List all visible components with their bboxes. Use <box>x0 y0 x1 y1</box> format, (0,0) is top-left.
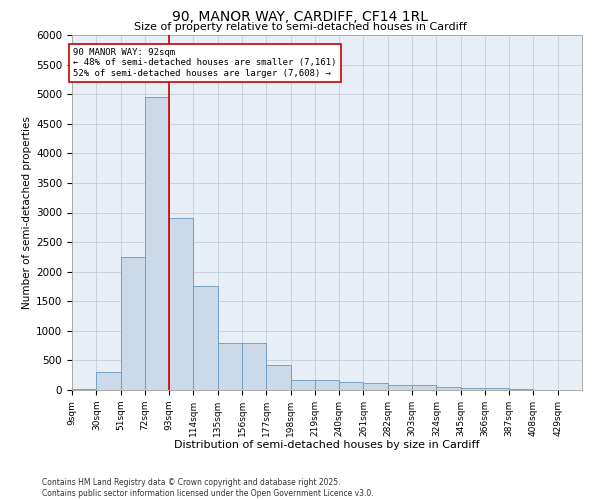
Bar <box>485 388 509 390</box>
Bar <box>218 342 242 390</box>
Bar <box>193 286 218 390</box>
Bar <box>121 257 145 390</box>
Bar <box>388 384 412 390</box>
Bar <box>266 365 290 390</box>
Bar <box>315 380 339 390</box>
Text: 90 MANOR WAY: 92sqm
← 48% of semi-detached houses are smaller (7,161)
52% of sem: 90 MANOR WAY: 92sqm ← 48% of semi-detach… <box>73 48 337 78</box>
Bar <box>72 389 96 390</box>
Y-axis label: Number of semi-detached properties: Number of semi-detached properties <box>22 116 32 309</box>
Bar <box>145 97 169 390</box>
Bar <box>242 342 266 390</box>
Bar <box>169 218 193 390</box>
Bar <box>461 388 485 390</box>
Text: Contains HM Land Registry data © Crown copyright and database right 2025.
Contai: Contains HM Land Registry data © Crown c… <box>42 478 374 498</box>
Text: 90, MANOR WAY, CARDIFF, CF14 1RL: 90, MANOR WAY, CARDIFF, CF14 1RL <box>172 10 428 24</box>
Bar <box>364 384 388 390</box>
Bar <box>96 372 121 390</box>
X-axis label: Distribution of semi-detached houses by size in Cardiff: Distribution of semi-detached houses by … <box>174 440 480 450</box>
Bar <box>412 386 436 390</box>
Text: Size of property relative to semi-detached houses in Cardiff: Size of property relative to semi-detach… <box>134 22 466 32</box>
Bar <box>436 387 461 390</box>
Bar <box>290 380 315 390</box>
Bar <box>339 382 364 390</box>
